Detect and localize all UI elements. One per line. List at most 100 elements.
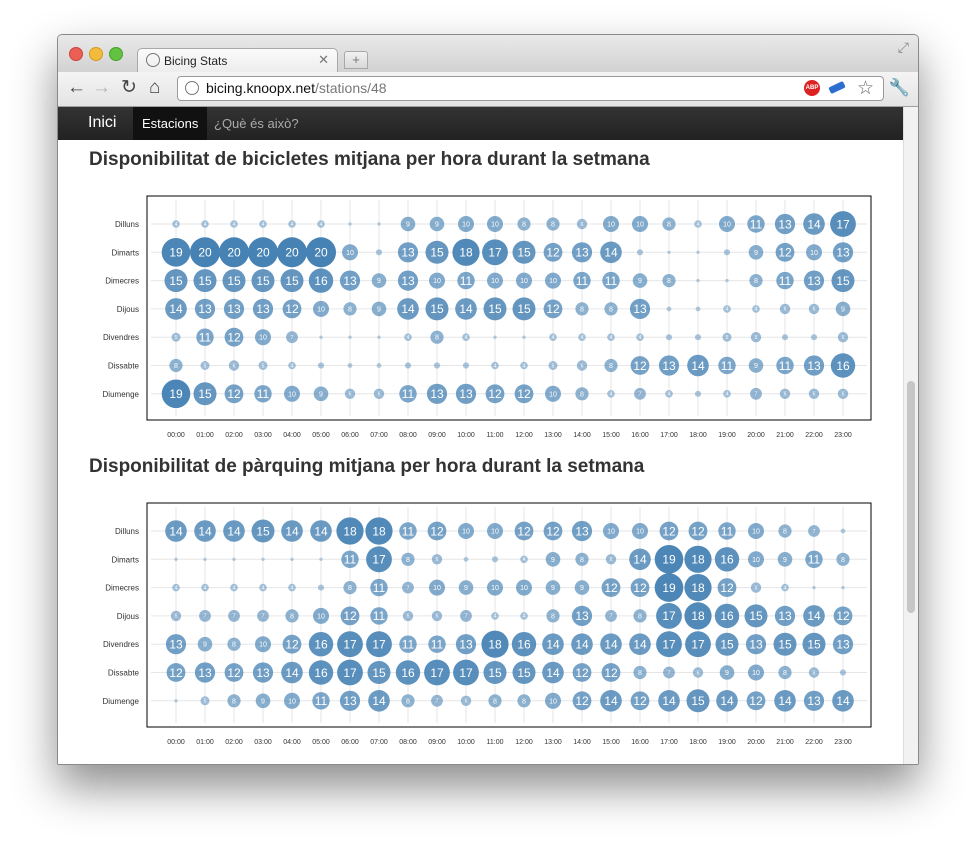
data-bubble [203, 557, 207, 561]
address-bar[interactable]: bicing.knoopx.net/stations/48 ABP ☆ [177, 76, 884, 101]
zoom-window-button[interactable] [109, 47, 123, 61]
vertical-scrollbar[interactable] [903, 107, 918, 764]
bubble-value: 16 [720, 553, 734, 567]
data-bubble [663, 666, 675, 679]
data-bubble [491, 361, 499, 370]
data-bubble [571, 605, 593, 626]
data-bubble [165, 634, 187, 655]
data-bubble [718, 356, 736, 375]
bubble-value: 8 [348, 306, 352, 313]
bubble-value: 6 [813, 392, 816, 398]
bubble-value: 10 [520, 585, 528, 592]
data-bubble [630, 691, 650, 711]
section-title-parking: Disponibilitat de pàrquing mitjana per h… [89, 456, 645, 477]
back-arrow-icon[interactable]: ← [67, 77, 86, 98]
data-bubble [694, 334, 702, 341]
data-bubble [261, 557, 265, 561]
data-bubble [259, 583, 267, 592]
bubble-value: 7 [813, 529, 816, 535]
data-bubble [455, 298, 477, 320]
bubble-value: 8 [435, 335, 439, 342]
data-bubble [601, 578, 621, 597]
nav-item-estacions[interactable]: Estacions [133, 107, 208, 140]
bubble-value: 16 [401, 666, 415, 680]
data-bubble [545, 385, 561, 402]
bubble-value: 5 [552, 363, 555, 369]
title-bar: Bicing Stats ✕ + ⤢ [58, 35, 918, 73]
extension-icon[interactable] [828, 80, 846, 95]
brand-link[interactable]: Inici [88, 114, 117, 131]
data-bubble [424, 659, 450, 686]
data-bubble [306, 237, 336, 268]
data-bubble [746, 691, 766, 711]
data-bubble [285, 609, 299, 623]
bubble-value: 10 [752, 557, 760, 564]
data-bubble [455, 383, 477, 404]
bubble-value: 5 [204, 363, 207, 369]
url-text[interactable]: bicing.knoopx.net/stations/48 [206, 80, 387, 96]
data-bubble [636, 249, 644, 256]
nav-item-about[interactable]: ¿Què és això? [214, 116, 299, 131]
bubble-value: 6 [378, 392, 381, 398]
browser-tab[interactable]: Bicing Stats ✕ [137, 48, 338, 73]
hour-label: 03:00 [254, 432, 272, 439]
data-bubble [308, 268, 334, 293]
bubble-value: 10 [462, 529, 470, 536]
close-window-button[interactable] [69, 47, 83, 61]
data-bubble [512, 297, 536, 321]
data-bubble [312, 692, 330, 710]
data-bubble [517, 694, 531, 708]
hour-label: 08:00 [399, 432, 417, 439]
data-bubble [605, 554, 617, 565]
new-tab-icon[interactable]: + [344, 51, 368, 69]
bubble-value: 10 [462, 222, 470, 229]
close-tab-icon[interactable]: ✕ [318, 52, 329, 67]
data-bubble [549, 333, 557, 341]
bubble-value: 14 [807, 217, 821, 231]
adblock-icon[interactable]: ABP [804, 80, 820, 96]
data-bubble [280, 269, 304, 293]
bubble-value: 4 [523, 614, 526, 620]
wrench-icon[interactable]: 🔧 [888, 78, 910, 97]
bubble-value: 4 [639, 335, 642, 341]
data-bubble [803, 213, 825, 235]
data-bubble [774, 213, 796, 235]
data-bubble [259, 220, 267, 228]
data-bubble [723, 390, 731, 398]
data-bubble [718, 522, 736, 540]
hour-label: 23:00 [834, 432, 852, 439]
bubble-value: 8 [551, 222, 555, 229]
hour-label: 14:00 [573, 432, 591, 439]
bubble-value: 10 [810, 250, 818, 257]
data-bubble [748, 551, 764, 568]
data-bubble [684, 602, 712, 630]
bubble-value: 4 [291, 585, 294, 591]
reload-icon[interactable]: ↻ [121, 77, 137, 98]
data-bubble [750, 582, 762, 593]
bubble-value: 17 [662, 638, 676, 652]
hour-label: 00:00 [167, 739, 185, 746]
data-bubble [223, 520, 245, 542]
bubble-value: 11 [402, 387, 415, 401]
scrollbar-thumb[interactable] [907, 381, 915, 613]
fullscreen-icon[interactable]: ⤢ [897, 39, 909, 55]
forward-arrow-icon[interactable]: → [92, 77, 111, 98]
data-bubble [313, 300, 329, 317]
bubble-value: 12 [227, 331, 241, 345]
data-bubble [255, 636, 271, 653]
bubble-value: 9 [841, 306, 845, 313]
bubble-value: 4 [262, 585, 265, 591]
bubble-value: 16 [517, 638, 531, 652]
hour-label: 19:00 [718, 739, 736, 746]
star-icon[interactable]: ☆ [856, 78, 874, 99]
data-bubble [370, 578, 388, 597]
data-bubble [404, 362, 412, 369]
bubble-value: 4 [204, 222, 207, 228]
minimize-window-button[interactable] [89, 47, 103, 61]
data-bubble [748, 245, 764, 260]
bubble-value: 15 [488, 302, 502, 316]
data-bubble [835, 301, 851, 317]
home-icon[interactable]: ⌂ [149, 77, 161, 98]
bubble-value: 18 [459, 246, 473, 260]
data-bubble [252, 662, 274, 683]
